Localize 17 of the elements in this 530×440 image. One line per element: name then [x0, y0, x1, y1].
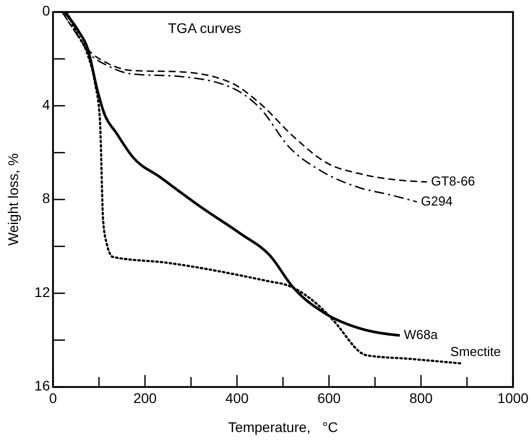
series-label: GT8-66 [430, 173, 476, 188]
text: TGA curves [168, 20, 242, 36]
series-label: G294 [420, 193, 453, 208]
series-label: W68a [404, 326, 439, 342]
y-tick-label: 8 [42, 190, 50, 206]
x-tick-label: 800 [409, 390, 433, 406]
y-tick-label: 0 [42, 2, 50, 19]
x-tick-label: 600 [317, 390, 341, 406]
y-tick-label: 12 [34, 284, 50, 300]
y-axis-title: Weight loss, % [5, 153, 21, 246]
x-tick-label: 200 [133, 390, 157, 406]
y-tick-label: 16 [34, 378, 50, 394]
series-label: Smectite [450, 344, 501, 359]
y-tick-label: 4 [42, 96, 50, 112]
x-axis-title: Temperature, °C [228, 419, 338, 435]
x-tick-label: 1000 [497, 390, 529, 406]
x-tick-label: 400 [225, 390, 249, 406]
